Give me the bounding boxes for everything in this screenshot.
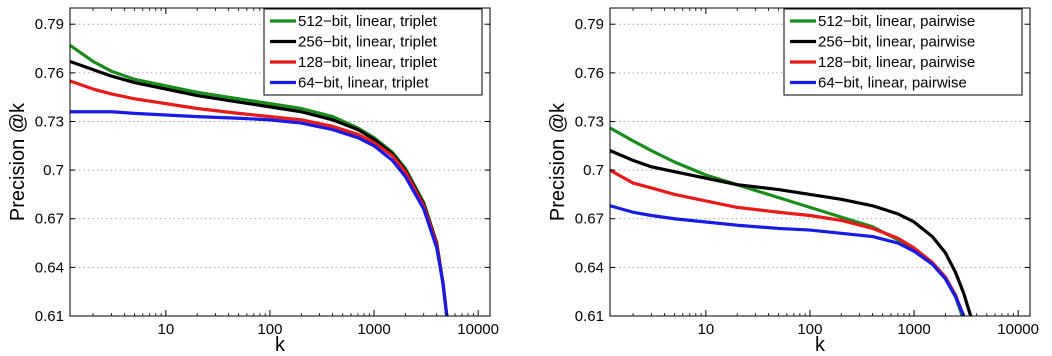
legend-label: 256−bit, linear, triplet: [298, 34, 438, 51]
x-tick-label: 10: [698, 321, 715, 338]
x-tick-label: 1000: [897, 321, 930, 338]
x-tick-label: 1000: [357, 321, 390, 338]
x-tick-label: 10: [158, 321, 175, 338]
legend-label: 128−bit, linear, triplet: [298, 54, 438, 71]
legend-label: 512−bit, linear, pairwise: [818, 13, 975, 30]
y-axis-label: Precision @k: [547, 102, 569, 221]
y-tick-label: 0.73: [35, 113, 64, 130]
y-tick-label: 0.79: [35, 16, 64, 33]
axes-box: [69, 7, 491, 317]
y-tick-label: 0.76: [575, 65, 604, 82]
y-tick-label: 0.61: [35, 308, 64, 325]
legend-label: 512−bit, linear, triplet: [298, 13, 438, 30]
x-axis-label: k: [815, 334, 826, 356]
legend-label: 64−bit, linear, triplet: [298, 75, 429, 92]
axes-box: [609, 7, 1031, 317]
legend-label: 64−bit, linear, pairwise: [818, 75, 967, 92]
x-tick-label: 10000: [997, 321, 1039, 338]
series-line-3: [610, 204, 966, 316]
series-line-0: [610, 126, 964, 316]
x-tick-label: 100: [797, 321, 822, 338]
y-tick-label: 0.73: [575, 113, 604, 130]
y-tick-label: 0.79: [575, 16, 604, 33]
y-tick-label: 0.7: [43, 162, 64, 179]
legend-box: [783, 8, 1023, 96]
y-tick-label: 0.67: [575, 211, 604, 228]
y-tick-label: 0.67: [35, 211, 64, 228]
y-tick-label: 0.61: [575, 308, 604, 325]
x-axis-label: k: [275, 334, 286, 356]
legend-label: 128−bit, linear, pairwise: [818, 54, 975, 71]
y-axis-label: Precision @k: [7, 102, 29, 221]
x-tick-label: 100: [257, 321, 282, 338]
y-tick-label: 0.64: [35, 259, 64, 276]
series-line-1: [610, 149, 973, 316]
legend-label: 256−bit, linear, pairwise: [818, 34, 975, 51]
legend-box: [263, 8, 483, 96]
y-tick-label: 0.7: [583, 162, 604, 179]
y-tick-label: 0.76: [35, 65, 64, 82]
x-tick-label: 10000: [457, 321, 499, 338]
series-line-3: [70, 110, 449, 316]
y-tick-label: 0.64: [575, 259, 604, 276]
